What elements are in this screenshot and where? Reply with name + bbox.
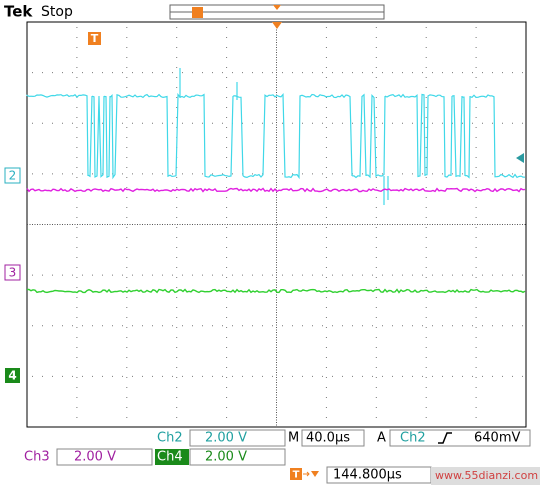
ch4-marker — [5, 368, 20, 383]
trigger-position: 144.800µs — [333, 468, 402, 483]
ch3-scale: 2.00 V — [74, 450, 116, 465]
ch2-scale: 2.00 V — [205, 431, 247, 446]
ch3-trace — [26, 187, 526, 193]
ch2-marker-label: 2 — [9, 169, 17, 183]
ch4-scale-box — [189, 448, 286, 466]
watermark-bg — [431, 467, 540, 485]
trigger-marker-label: T — [91, 32, 99, 45]
trigger-arrow — [272, 22, 282, 29]
trigger-label: A — [377, 431, 386, 446]
ch3-scale-box — [56, 448, 153, 466]
trigger-position-expansion — [311, 471, 319, 477]
timebase: 40.0µs — [306, 431, 350, 446]
ch4-trace — [27, 288, 526, 294]
trigger-source: Ch2 — [400, 431, 426, 446]
ch2-trace — [26, 68, 526, 205]
watermark: www.55dianzi.com — [435, 469, 538, 482]
trigger-level-arrow — [516, 153, 524, 163]
ch2-label: Ch2 — [157, 431, 183, 446]
ch3-marker — [4, 264, 21, 281]
expansion-point — [273, 5, 281, 10]
trigger-position-arrow — [303, 471, 310, 477]
ch4-scale: 2.00 V — [205, 450, 247, 465]
trigger-slope — [438, 432, 452, 444]
ch2-scale-box — [189, 429, 286, 447]
ch2-marker — [4, 167, 21, 184]
trigger-level: 640mV — [474, 431, 520, 446]
trigger-position-marker — [192, 7, 203, 18]
ch4-label: Ch4 — [157, 450, 183, 465]
trigger-box — [389, 429, 531, 447]
trigger-position-icon-label: T — [293, 470, 300, 481]
trigger-marker — [88, 32, 101, 45]
timebase-box — [301, 429, 365, 447]
acquisition-status: Stop — [41, 4, 73, 20]
ch4-label-box — [155, 449, 189, 465]
ch3-label: Ch3 — [24, 450, 50, 465]
ch3-marker-label: 3 — [9, 266, 17, 280]
trigger-position-icon — [290, 468, 302, 480]
ch4-marker-label: 4 — [8, 369, 16, 383]
brand: Tek — [4, 3, 33, 21]
timebase-label: M — [288, 431, 299, 446]
